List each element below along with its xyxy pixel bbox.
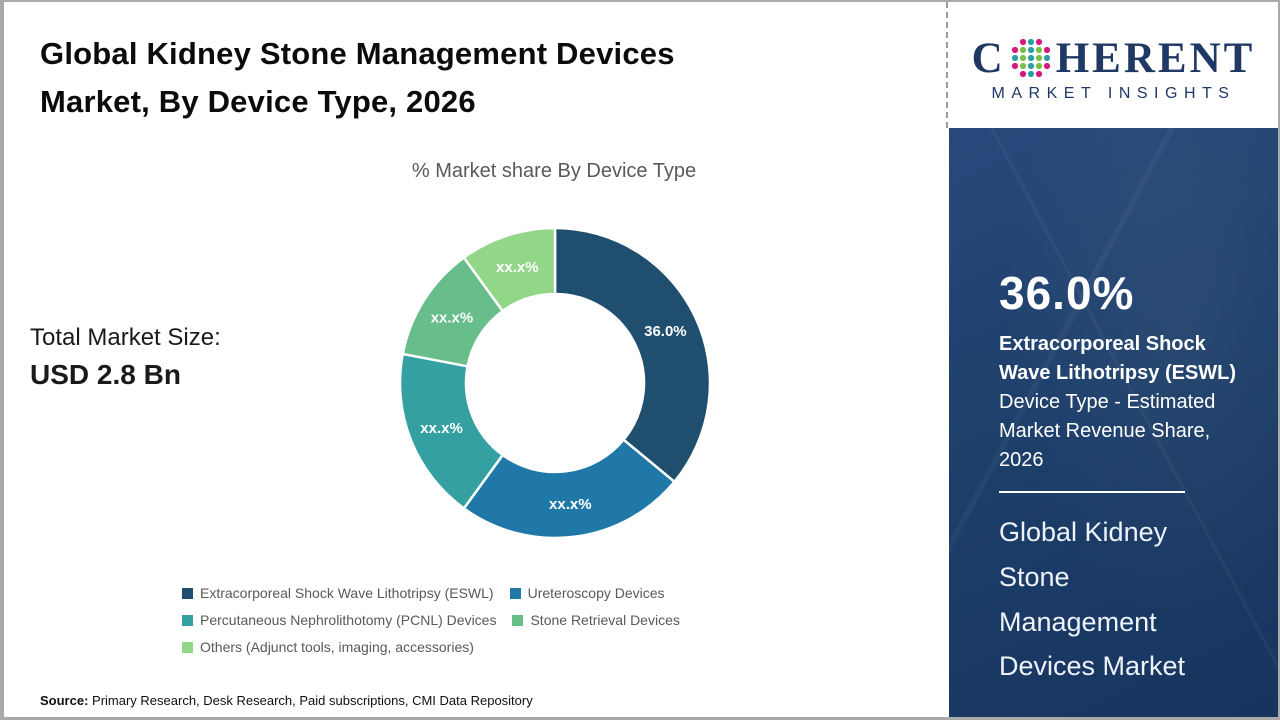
globe-dot bbox=[1043, 46, 1050, 54]
legend-item: Percutaneous Nephrolithotomy (PCNL) Devi… bbox=[182, 612, 496, 628]
legend-item: Stone Retrieval Devices bbox=[512, 612, 680, 628]
globe-dot bbox=[1027, 54, 1034, 62]
globe-dot bbox=[1035, 70, 1042, 78]
brand-logo: C HERENT MARKET INSIGHTS bbox=[949, 2, 1278, 128]
globe-dot bbox=[1043, 62, 1050, 70]
total-market-value: USD 2.8 Bn bbox=[30, 359, 181, 390]
globe-dot bbox=[1035, 62, 1042, 70]
globe-dot bbox=[1019, 70, 1026, 78]
globe-dot bbox=[1027, 70, 1034, 78]
highlight-percentage: 36.0% bbox=[999, 267, 1135, 319]
legend-label: Percutaneous Nephrolithotomy (PCNL) Devi… bbox=[200, 612, 497, 628]
legend-label: Others (Adjunct tools, imaging, accessor… bbox=[200, 639, 474, 655]
dashed-separator bbox=[946, 2, 948, 128]
globe-dot bbox=[1043, 54, 1050, 62]
legend-item: Ureteroscopy Devices bbox=[509, 585, 665, 601]
globe-dot bbox=[1027, 46, 1034, 54]
brand-letter-c: C bbox=[971, 34, 1006, 82]
donut-slice-label: xx.x% bbox=[431, 310, 474, 327]
sidebar: C HERENT MARKET INSIGHTS 36.0% Extracorp… bbox=[949, 2, 1278, 717]
total-market-label: Total Market Size: bbox=[30, 324, 221, 351]
legend-item: Others (Adjunct tools, imaging, accessor… bbox=[182, 639, 474, 655]
legend-swatch bbox=[182, 641, 193, 653]
highlight-description-rest: Device Type - Estimated Market Revenue S… bbox=[999, 391, 1216, 471]
legend-swatch bbox=[509, 587, 521, 599]
legend-swatch bbox=[512, 614, 524, 626]
page-title: Global Kidney Stone Management Devices M… bbox=[40, 36, 675, 120]
sidebar-report-title: Global Kidney Stone Management Devices M… bbox=[999, 517, 1186, 682]
legend-label: Extracorporeal Shock Wave Lithotripsy (E… bbox=[200, 585, 494, 601]
brand-tagline: MARKET INSIGHTS bbox=[991, 85, 1236, 102]
globe-dot bbox=[1019, 38, 1026, 46]
legend-swatch bbox=[182, 587, 193, 599]
donut-slice-label: 36.0% bbox=[644, 323, 687, 340]
highlight-description-bold: Extracorporeal Shock Wave Lithotripsy (E… bbox=[999, 333, 1237, 384]
globe-dot bbox=[1011, 62, 1018, 70]
legend-label: Ureteroscopy Devices bbox=[527, 585, 665, 601]
highlight-description: Extracorporeal Shock Wave Lithotripsy (E… bbox=[999, 330, 1255, 475]
source-label: Source: bbox=[40, 693, 89, 708]
globe-dot bbox=[1019, 54, 1026, 62]
brand-wordmark: C HERENT bbox=[972, 35, 1256, 81]
globe-dot bbox=[1035, 54, 1042, 62]
donut-slice-label: xx.x% bbox=[496, 259, 539, 276]
legend-label: Stone Retrieval Devices bbox=[530, 612, 680, 628]
sidebar-panel: 36.0% Extracorporeal Shock Wave Lithotri… bbox=[949, 128, 1278, 717]
globe-dot bbox=[1035, 46, 1042, 54]
brand-letters-rest: HERENT bbox=[1055, 34, 1256, 82]
total-market-block: Total Market Size: USD 2.8 Bn bbox=[30, 324, 221, 391]
legend-swatch bbox=[182, 614, 193, 626]
globe-dot bbox=[1019, 46, 1026, 54]
donut-slice-label: xx.x% bbox=[420, 420, 463, 437]
donut-slice bbox=[553, 226, 712, 484]
source-text: Primary Research, Desk Research, Paid su… bbox=[88, 693, 533, 708]
chart-legend: Extracorporeal Shock Wave Lithotripsy (E… bbox=[182, 585, 797, 655]
legend-item: Extracorporeal Shock Wave Lithotripsy (E… bbox=[182, 585, 494, 601]
globe-dot bbox=[1027, 38, 1034, 46]
globe-dot bbox=[1035, 38, 1042, 46]
coherent-globe-icon bbox=[1011, 38, 1050, 78]
donut-chart: 36.0% xx.x% xx.x% xx.x% xx.x% bbox=[385, 213, 725, 553]
globe-dot bbox=[1027, 62, 1034, 70]
sidebar-divider bbox=[999, 491, 1185, 493]
globe-dot bbox=[1019, 62, 1026, 70]
donut-slice-label: xx.x% bbox=[549, 496, 592, 513]
donut-chart-svg: 36.0% xx.x% xx.x% xx.x% xx.x% bbox=[398, 226, 712, 540]
globe-dot bbox=[1011, 54, 1018, 62]
globe-dot bbox=[1011, 46, 1018, 54]
chart-title: % Market share By Device Type bbox=[411, 160, 697, 182]
source-line: Source: Primary Research, Desk Research,… bbox=[40, 693, 533, 708]
donut-slice bbox=[462, 438, 676, 540]
donut-slice bbox=[462, 226, 557, 313]
